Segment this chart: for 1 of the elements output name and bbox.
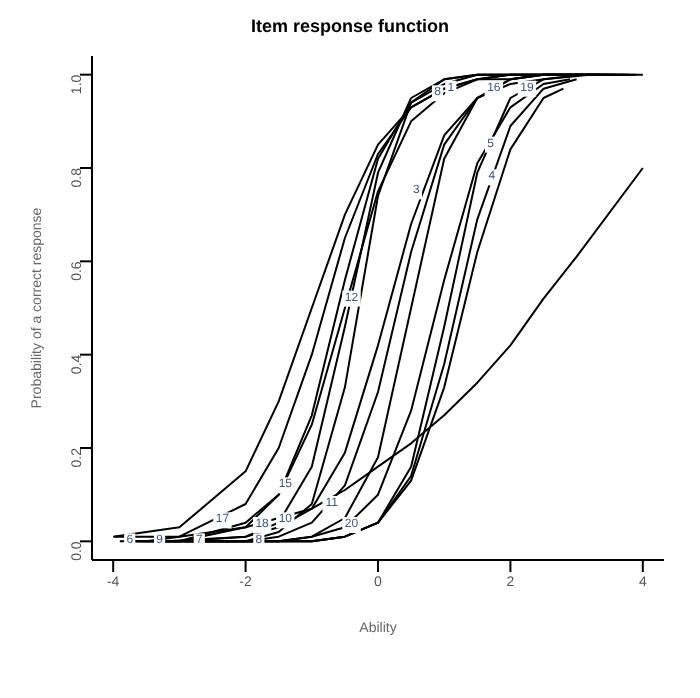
chart-title: Item response function: [248, 16, 451, 36]
